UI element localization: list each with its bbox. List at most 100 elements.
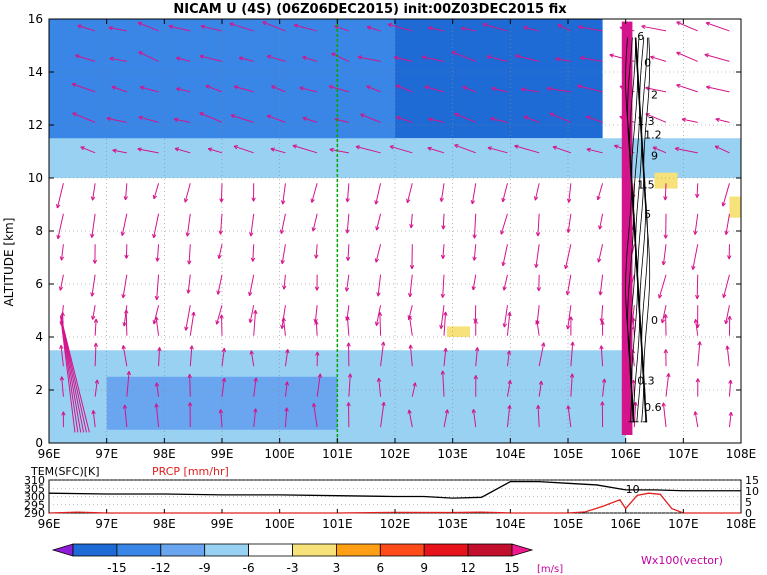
wind-arrow-head bbox=[726, 345, 730, 350]
wind-arrow-head bbox=[535, 264, 539, 268]
wind-arrow-head bbox=[357, 55, 363, 58]
wind-arrow-head bbox=[331, 52, 335, 57]
wind-arrow-head bbox=[111, 86, 116, 90]
wind-arrow-head bbox=[253, 197, 256, 202]
wind-arrow-head bbox=[705, 22, 710, 26]
wind-arrow-head bbox=[501, 197, 504, 202]
wind-arrow-head bbox=[221, 347, 225, 352]
wind-arrow bbox=[92, 183, 96, 201]
wind-arrow bbox=[262, 21, 286, 32]
wind-arrow-head bbox=[184, 198, 189, 203]
wind-arrow-head bbox=[156, 296, 160, 301]
wind-arrow-head bbox=[91, 315, 94, 320]
wind-arrow bbox=[75, 54, 96, 62]
wind-arrow bbox=[599, 274, 604, 296]
wind-arrow-head bbox=[344, 287, 348, 292]
wind-arrow-head bbox=[471, 286, 474, 291]
wind-arrow-head bbox=[187, 260, 190, 265]
y-tick-label: 12 bbox=[28, 118, 43, 132]
contour-label: 2 bbox=[651, 89, 658, 102]
wind-arrow-head bbox=[706, 85, 711, 88]
wind-arrow-head bbox=[346, 287, 350, 292]
wind-arrow-head bbox=[428, 26, 433, 29]
wind-arrow bbox=[538, 342, 545, 367]
wind-arrow bbox=[71, 83, 96, 93]
wind-arrow-head bbox=[693, 319, 696, 324]
wind-arrow bbox=[567, 213, 572, 233]
wind-arrow-head bbox=[270, 148, 275, 152]
colorbar-segment bbox=[335, 543, 381, 557]
wind-arrow bbox=[491, 87, 508, 93]
surface-left-tick: 290 bbox=[24, 507, 45, 520]
wind-arrow bbox=[725, 213, 730, 235]
wind-arrow-head bbox=[281, 325, 285, 329]
wind-arrow-head bbox=[59, 286, 64, 291]
wind-arrow bbox=[523, 116, 540, 123]
y-tick-label: 6 bbox=[35, 277, 43, 291]
wind-arrow-head bbox=[666, 373, 670, 377]
wind-arrow bbox=[174, 147, 191, 154]
wind-arrow bbox=[155, 403, 160, 428]
wind-arrow bbox=[379, 312, 382, 336]
wind-arrow-head bbox=[366, 25, 372, 28]
wind-arrow-head bbox=[219, 314, 222, 319]
wind-arrow-head bbox=[409, 293, 413, 298]
wind-arrow-head bbox=[564, 264, 566, 269]
wind-arrow bbox=[661, 305, 667, 324]
wind-arrow-head bbox=[578, 25, 583, 28]
wind-arrow-head bbox=[533, 196, 536, 201]
x-tick-label: 108E bbox=[726, 447, 757, 461]
wind-arrow-head bbox=[577, 85, 581, 89]
wind-arrow-head bbox=[221, 377, 225, 382]
wind-arrow-head bbox=[730, 411, 733, 417]
wind-arrow-head bbox=[59, 376, 63, 381]
wind-arrow bbox=[580, 57, 603, 62]
wind-arrow-head bbox=[168, 24, 173, 27]
surface-x-tick-label: 96E bbox=[38, 517, 61, 531]
wind-arrow bbox=[442, 370, 445, 397]
wind-arrow bbox=[722, 183, 730, 207]
wind-arrow-head bbox=[286, 407, 289, 412]
wind-arrow bbox=[601, 305, 604, 323]
chart-title: NICAM U (4S) (06Z06DEC2015) init:00Z03DE… bbox=[173, 2, 567, 17]
wind-arrow-head bbox=[92, 259, 96, 264]
x-tick-label: 102E bbox=[380, 447, 411, 461]
wind-arrow-head bbox=[249, 319, 253, 323]
wind-arrow-head bbox=[445, 347, 448, 353]
wind-arrow-head bbox=[229, 22, 234, 24]
wind-arrow-head bbox=[523, 25, 528, 28]
colorbar-segment bbox=[116, 543, 162, 557]
wind-arrow-head bbox=[90, 196, 94, 201]
wind-arrow bbox=[218, 244, 223, 259]
wind-arrow bbox=[156, 274, 160, 300]
wind-arrow-head bbox=[334, 117, 339, 120]
wind-arrow bbox=[302, 117, 318, 123]
wind-arrow bbox=[60, 244, 64, 261]
surface-right-tick: 10 bbox=[745, 485, 759, 498]
wind-arrow bbox=[375, 183, 382, 205]
wind-arrow-head bbox=[514, 145, 518, 149]
wind-arrow-head bbox=[691, 265, 694, 270]
colorbar-tick-label: -9 bbox=[199, 561, 211, 575]
wind-arrow-head bbox=[334, 25, 338, 30]
wind-arrow bbox=[366, 85, 381, 93]
wind-arrow-head bbox=[565, 290, 568, 295]
wind-arrow bbox=[281, 244, 286, 264]
y-tick-label: 14 bbox=[28, 65, 43, 79]
wind-arrow-head bbox=[632, 317, 636, 322]
wind-arrow-head bbox=[94, 379, 98, 384]
wind-arrow bbox=[216, 305, 223, 325]
wind-arrow-head bbox=[230, 114, 235, 119]
wind-arrow-head bbox=[220, 409, 224, 414]
wind-arrow-head bbox=[661, 319, 666, 324]
wind-arrow bbox=[547, 87, 571, 93]
wind-arrow-head bbox=[727, 315, 731, 320]
wind-arrow-head bbox=[490, 116, 495, 119]
wind-arrow-head bbox=[234, 85, 239, 87]
wind-arrow bbox=[253, 310, 257, 336]
wind-arrow-head bbox=[138, 115, 143, 118]
wind-arrow-head bbox=[189, 345, 193, 350]
x-tick-label: 100E bbox=[264, 447, 295, 461]
wind-arrow-head bbox=[250, 232, 254, 237]
wind-region bbox=[654, 172, 678, 189]
